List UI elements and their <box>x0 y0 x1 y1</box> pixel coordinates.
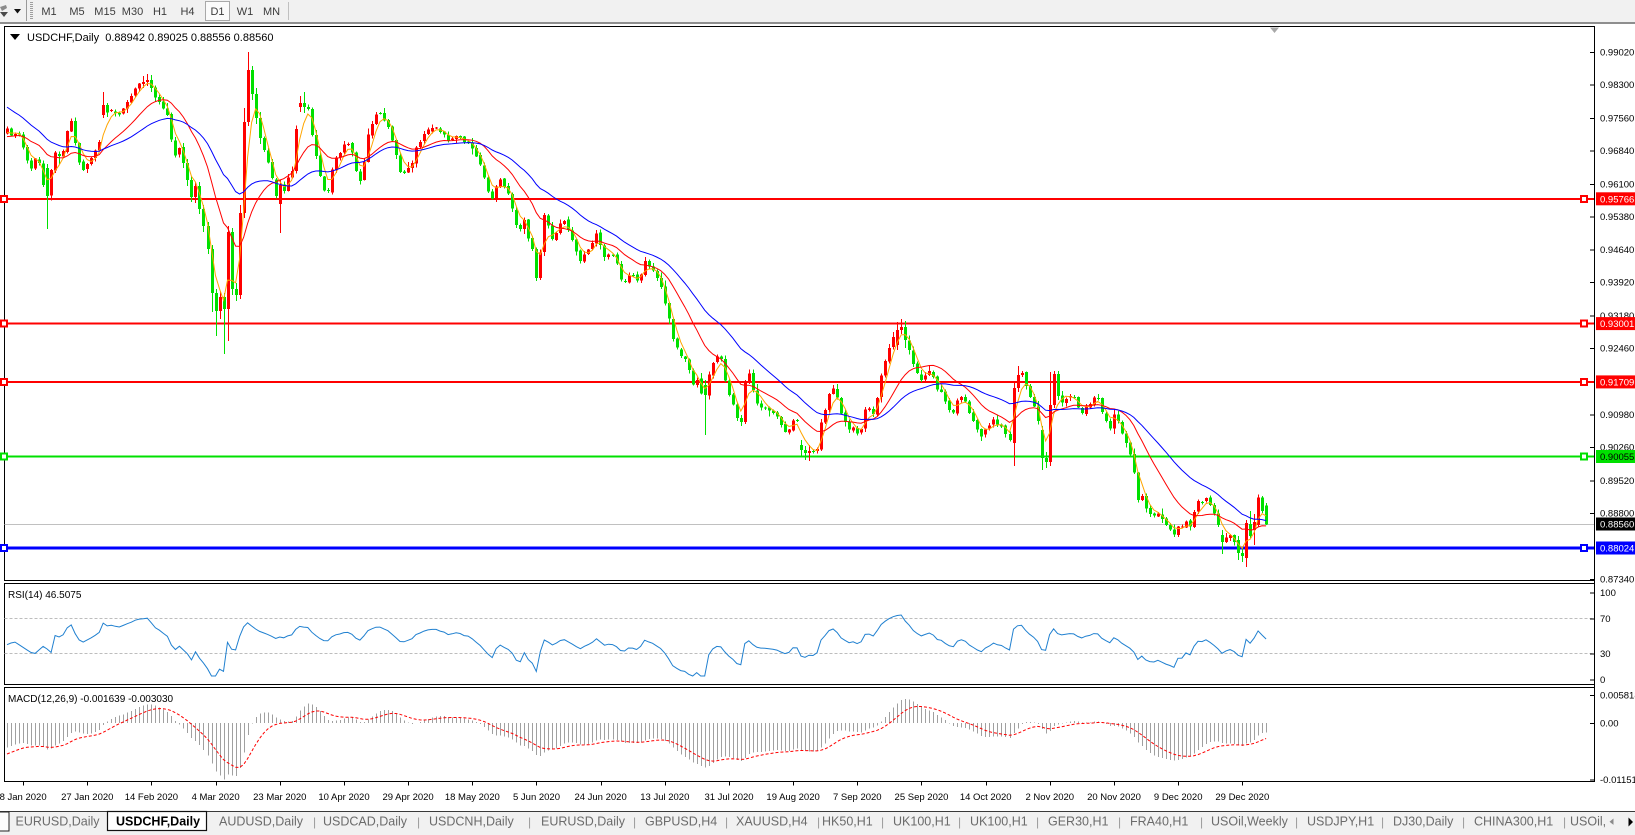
svg-text:0.96100: 0.96100 <box>1600 179 1634 190</box>
svg-text:0.95766: 0.95766 <box>1600 194 1634 205</box>
svg-text:MN: MN <box>263 6 280 18</box>
svg-text:2 Nov 2020: 2 Nov 2020 <box>1026 792 1075 803</box>
svg-text:M5: M5 <box>69 6 84 18</box>
svg-text:0.94640: 0.94640 <box>1600 245 1634 256</box>
svg-text:14 Feb 2020: 14 Feb 2020 <box>125 792 178 803</box>
svg-text:|: | <box>1462 815 1465 829</box>
svg-text:0.90055: 0.90055 <box>1600 452 1634 463</box>
svg-text:USOil,: USOil, <box>1570 815 1606 829</box>
svg-text:0.92460: 0.92460 <box>1600 344 1634 355</box>
svg-text:0.91709: 0.91709 <box>1600 377 1634 388</box>
svg-text:29 Dec 2020: 29 Dec 2020 <box>1215 792 1269 803</box>
svg-text:0: 0 <box>1600 675 1605 686</box>
svg-text:0.97560: 0.97560 <box>1600 113 1634 124</box>
svg-text:0.88560: 0.88560 <box>1600 520 1634 531</box>
svg-text:25 Sep 2020: 25 Sep 2020 <box>895 792 949 803</box>
svg-text:0.93920: 0.93920 <box>1600 278 1634 289</box>
svg-text:|: | <box>633 815 636 829</box>
svg-text:W1: W1 <box>237 6 254 18</box>
svg-text:EURUSD,Daily: EURUSD,Daily <box>16 815 101 829</box>
svg-text:31 Jul 2020: 31 Jul 2020 <box>704 792 753 803</box>
svg-text:HK50,H1: HK50,H1 <box>822 815 873 829</box>
svg-text:USDCHF,Daily 0.88942 0.89025: USDCHF,Daily 0.88942 0.89025 0.88556 0.8… <box>27 32 273 44</box>
svg-text:|: | <box>417 815 420 829</box>
svg-text:USDCHF,Daily: USDCHF,Daily <box>116 815 200 829</box>
svg-text:M1: M1 <box>41 6 56 18</box>
svg-text:0.88024: 0.88024 <box>1600 544 1634 555</box>
svg-text:FRA40,H1: FRA40,H1 <box>1130 815 1188 829</box>
svg-text:100: 100 <box>1600 588 1616 599</box>
svg-text:USDCNH,Daily: USDCNH,Daily <box>429 815 514 829</box>
svg-text:0.99020: 0.99020 <box>1600 48 1634 59</box>
svg-text:USDCAD,Daily: USDCAD,Daily <box>323 815 408 829</box>
svg-text:|: | <box>1563 815 1566 829</box>
svg-text:29 Apr 2020: 29 Apr 2020 <box>382 792 433 803</box>
svg-text:7 Sep 2020: 7 Sep 2020 <box>833 792 882 803</box>
svg-text:8 Jan 2020: 8 Jan 2020 <box>0 792 47 803</box>
svg-text:GBPUSD,H4: GBPUSD,H4 <box>645 815 717 829</box>
svg-text:D1: D1 <box>210 6 224 18</box>
svg-text:GER30,H1: GER30,H1 <box>1048 815 1108 829</box>
svg-text:27 Jan 2020: 27 Jan 2020 <box>61 792 113 803</box>
svg-text:4 Mar 2020: 4 Mar 2020 <box>192 792 240 803</box>
svg-text:9 Dec 2020: 9 Dec 2020 <box>1154 792 1203 803</box>
svg-text:USOil,Weekly: USOil,Weekly <box>1211 815 1289 829</box>
svg-text:0.005818: 0.005818 <box>1600 691 1635 702</box>
svg-text:0.87340: 0.87340 <box>1600 575 1634 586</box>
svg-text:M30: M30 <box>122 6 143 18</box>
svg-text:5 Jun 2020: 5 Jun 2020 <box>513 792 560 803</box>
svg-text:AUDUSD,Daily: AUDUSD,Daily <box>219 815 304 829</box>
svg-text:|: | <box>313 815 316 829</box>
svg-text:10 Apr 2020: 10 Apr 2020 <box>318 792 369 803</box>
svg-text:0.98300: 0.98300 <box>1600 80 1634 91</box>
svg-text:14 Oct 2020: 14 Oct 2020 <box>960 792 1012 803</box>
svg-text:|: | <box>1036 815 1039 829</box>
svg-text:UK100,H1: UK100,H1 <box>970 815 1028 829</box>
svg-text:XAUUSD,H4: XAUUSD,H4 <box>736 815 808 829</box>
svg-text:USDJPY,H1: USDJPY,H1 <box>1307 815 1374 829</box>
svg-text:DJ30,Daily: DJ30,Daily <box>1393 815 1454 829</box>
svg-text:|: | <box>1200 815 1203 829</box>
svg-text:19 Aug 2020: 19 Aug 2020 <box>766 792 819 803</box>
svg-text:|: | <box>725 815 728 829</box>
svg-text:13 Jul 2020: 13 Jul 2020 <box>640 792 689 803</box>
svg-text:0.88800: 0.88800 <box>1600 509 1634 520</box>
svg-text:|: | <box>817 815 820 829</box>
svg-text:|: | <box>528 815 531 829</box>
svg-text:0.00: 0.00 <box>1600 719 1619 730</box>
svg-text:70: 70 <box>1600 614 1611 625</box>
svg-text:|: | <box>1295 815 1298 829</box>
svg-text:CHINA300,H1: CHINA300,H1 <box>1474 815 1553 829</box>
svg-text:0.96840: 0.96840 <box>1600 146 1634 157</box>
svg-text:|: | <box>958 815 961 829</box>
svg-text:-0.011514: -0.011514 <box>1600 775 1635 786</box>
svg-text:|: | <box>1118 815 1121 829</box>
svg-text:UK100,H1: UK100,H1 <box>893 815 951 829</box>
svg-text:23 Mar 2020: 23 Mar 2020 <box>253 792 306 803</box>
svg-text:0.93180: 0.93180 <box>1600 311 1634 322</box>
svg-text:RSI(14) 46.5075: RSI(14) 46.5075 <box>8 590 82 601</box>
svg-text:0.90980: 0.90980 <box>1600 410 1634 421</box>
svg-text:|: | <box>881 815 884 829</box>
svg-text:H4: H4 <box>180 6 194 18</box>
svg-text:20 Nov 2020: 20 Nov 2020 <box>1087 792 1141 803</box>
svg-text:24 Jun 2020: 24 Jun 2020 <box>574 792 626 803</box>
svg-text:H1: H1 <box>153 6 167 18</box>
svg-text:0.90260: 0.90260 <box>1600 443 1634 454</box>
svg-text:M15: M15 <box>94 6 115 18</box>
svg-text:|: | <box>1381 815 1384 829</box>
svg-text:30: 30 <box>1600 649 1611 660</box>
svg-text:MACD(12,26,9) -0.001639 -0.003: MACD(12,26,9) -0.001639 -0.003030 <box>8 694 174 705</box>
svg-text:18 May 2020: 18 May 2020 <box>445 792 500 803</box>
svg-text:0.95380: 0.95380 <box>1600 212 1634 223</box>
svg-text:0.89520: 0.89520 <box>1600 476 1634 487</box>
svg-text:0.93001: 0.93001 <box>1600 319 1634 330</box>
svg-text:EURUSD,Daily: EURUSD,Daily <box>541 815 626 829</box>
